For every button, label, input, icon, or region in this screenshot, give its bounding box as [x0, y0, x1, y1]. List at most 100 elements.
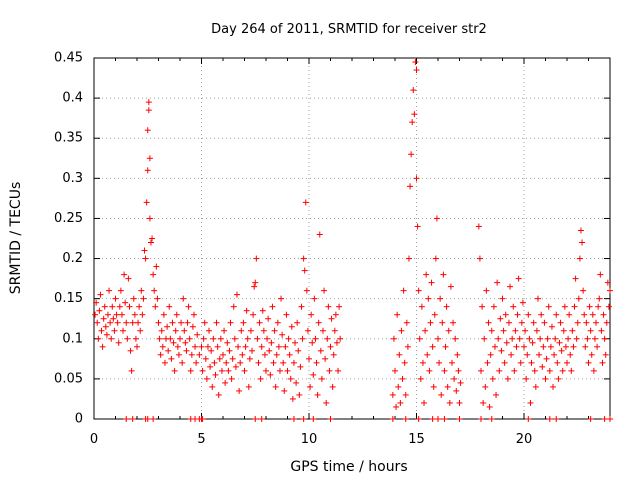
- data-point: [414, 223, 421, 230]
- data-point: [95, 335, 102, 342]
- data-point: [323, 399, 330, 406]
- data-point: [181, 327, 188, 334]
- data-point: [150, 416, 157, 422]
- data-point: [134, 343, 140, 350]
- data-point: [97, 291, 104, 298]
- data-point: [241, 367, 248, 374]
- data-point: [166, 303, 173, 310]
- data-point: [589, 311, 596, 318]
- y-axis-label: SRMTID / TECUs: [8, 182, 24, 295]
- data-point: [590, 367, 597, 374]
- data-point: [493, 391, 500, 398]
- data-point: [299, 335, 306, 342]
- data-point: [429, 343, 436, 350]
- data-point: [331, 327, 338, 334]
- data-point: [395, 383, 402, 390]
- data-point: [322, 355, 329, 362]
- data-point: [153, 263, 160, 270]
- data-point: [413, 67, 420, 74]
- data-point: [111, 327, 118, 334]
- data-point: [595, 303, 602, 310]
- data-point: [264, 335, 271, 342]
- data-point: [571, 303, 578, 310]
- data-point: [272, 383, 279, 390]
- data-point: [242, 343, 249, 350]
- data-point: [235, 343, 242, 350]
- data-point: [507, 283, 514, 290]
- data-point: [584, 335, 591, 342]
- data-point: [411, 111, 418, 118]
- data-point: [478, 367, 484, 374]
- data-point: [413, 175, 420, 182]
- data-point: [588, 351, 595, 358]
- data-point: [417, 375, 424, 382]
- data-point: [577, 227, 584, 234]
- data-point: [543, 355, 550, 362]
- data-point: [478, 416, 484, 422]
- data-point: [514, 311, 521, 318]
- data-point: [456, 399, 463, 406]
- data-point: [145, 107, 152, 114]
- data-point: [178, 319, 185, 326]
- data-point: [490, 303, 497, 310]
- data-point: [547, 343, 554, 350]
- data-point: [594, 343, 601, 350]
- data-point: [557, 319, 564, 326]
- data-point: [129, 416, 136, 422]
- data-point: [495, 335, 502, 342]
- data-point: [314, 391, 321, 398]
- data-point: [218, 367, 225, 374]
- data-point: [120, 327, 127, 334]
- grid-lines: [94, 58, 610, 419]
- data-point: [298, 303, 305, 310]
- y-tick-label: 0.3: [62, 171, 83, 186]
- data-point: [165, 347, 172, 354]
- data-point: [93, 299, 100, 306]
- data-point: [106, 287, 113, 294]
- data-point: [409, 119, 416, 126]
- data-point: [177, 335, 183, 342]
- data-point: [284, 367, 291, 374]
- data-point: [115, 339, 122, 346]
- data-point: [151, 287, 158, 294]
- data-point: [179, 359, 186, 366]
- data-point: [198, 343, 205, 350]
- y-tick-label: 0.45: [54, 51, 83, 66]
- axis-ticks: [93, 57, 610, 420]
- data-point: [335, 367, 342, 374]
- data-point: [597, 271, 604, 278]
- data-point: [290, 416, 297, 422]
- data-point: [267, 371, 274, 378]
- data-point: [233, 291, 240, 298]
- data-point: [160, 311, 167, 318]
- data-point: [167, 335, 174, 342]
- data-point: [108, 335, 115, 342]
- data-point: [102, 323, 109, 330]
- data-point: [435, 416, 441, 422]
- data-point: [559, 367, 566, 374]
- data-point: [325, 303, 332, 310]
- data-point: [156, 335, 163, 342]
- data-point: [501, 359, 508, 366]
- data-point: [244, 335, 251, 342]
- data-point: [570, 343, 577, 350]
- data-point: [569, 327, 576, 334]
- data-point: [150, 271, 157, 278]
- data-point: [268, 339, 275, 346]
- data-point: [428, 279, 435, 286]
- data-point: [587, 327, 594, 334]
- data-point: [157, 351, 164, 358]
- data-point: [306, 355, 312, 362]
- data-point: [488, 327, 495, 334]
- y-tick-label: 0.2: [62, 251, 83, 266]
- data-point: [550, 383, 557, 390]
- data-point: [441, 367, 448, 374]
- data-point: [441, 416, 448, 422]
- y-tick-label: 0.1: [62, 331, 83, 346]
- data-point: [280, 359, 287, 366]
- data-point: [186, 335, 193, 342]
- data-point: [187, 367, 194, 374]
- data-point: [310, 416, 317, 422]
- data-point: [308, 311, 315, 318]
- data-point: [439, 319, 446, 326]
